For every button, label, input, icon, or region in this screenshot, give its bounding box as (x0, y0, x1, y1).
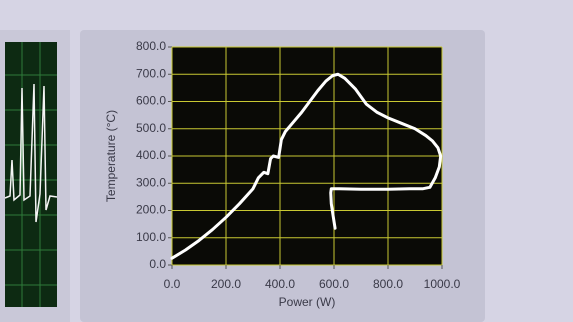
x-tick-label: 800.0 (373, 277, 403, 291)
y-tick-label: 700.0 (136, 66, 166, 80)
x-axis-title: Power (W) (279, 295, 336, 309)
y-axis-title: Temperature (°C) (104, 110, 118, 202)
screen: Power (W) Temperature (°C) 0.0 100.0 200.0… (0, 0, 573, 322)
y-tick-label: 200.0 (136, 203, 166, 217)
y-tick-label: 300.0 (136, 175, 166, 189)
y-tick-label: 100.0 (136, 230, 166, 244)
page: {"chart_data": {"type": "line", "x_label… (0, 0, 573, 322)
x-tick-label: 200.0 (211, 277, 241, 291)
x-tick-label: 0.0 (164, 277, 181, 291)
y-tick-label: 800.0 (136, 39, 166, 53)
y-tick-label: 400.0 (136, 148, 166, 162)
x-tick-label: 400.0 (265, 277, 295, 291)
y-tick-label: 500.0 (136, 121, 166, 135)
x-tick-label: 1000.0 (424, 277, 461, 291)
x-tick-label: 600.0 (319, 277, 349, 291)
y-tick-label: 600.0 (136, 94, 166, 108)
y-tick-label: 0.0 (149, 257, 166, 271)
